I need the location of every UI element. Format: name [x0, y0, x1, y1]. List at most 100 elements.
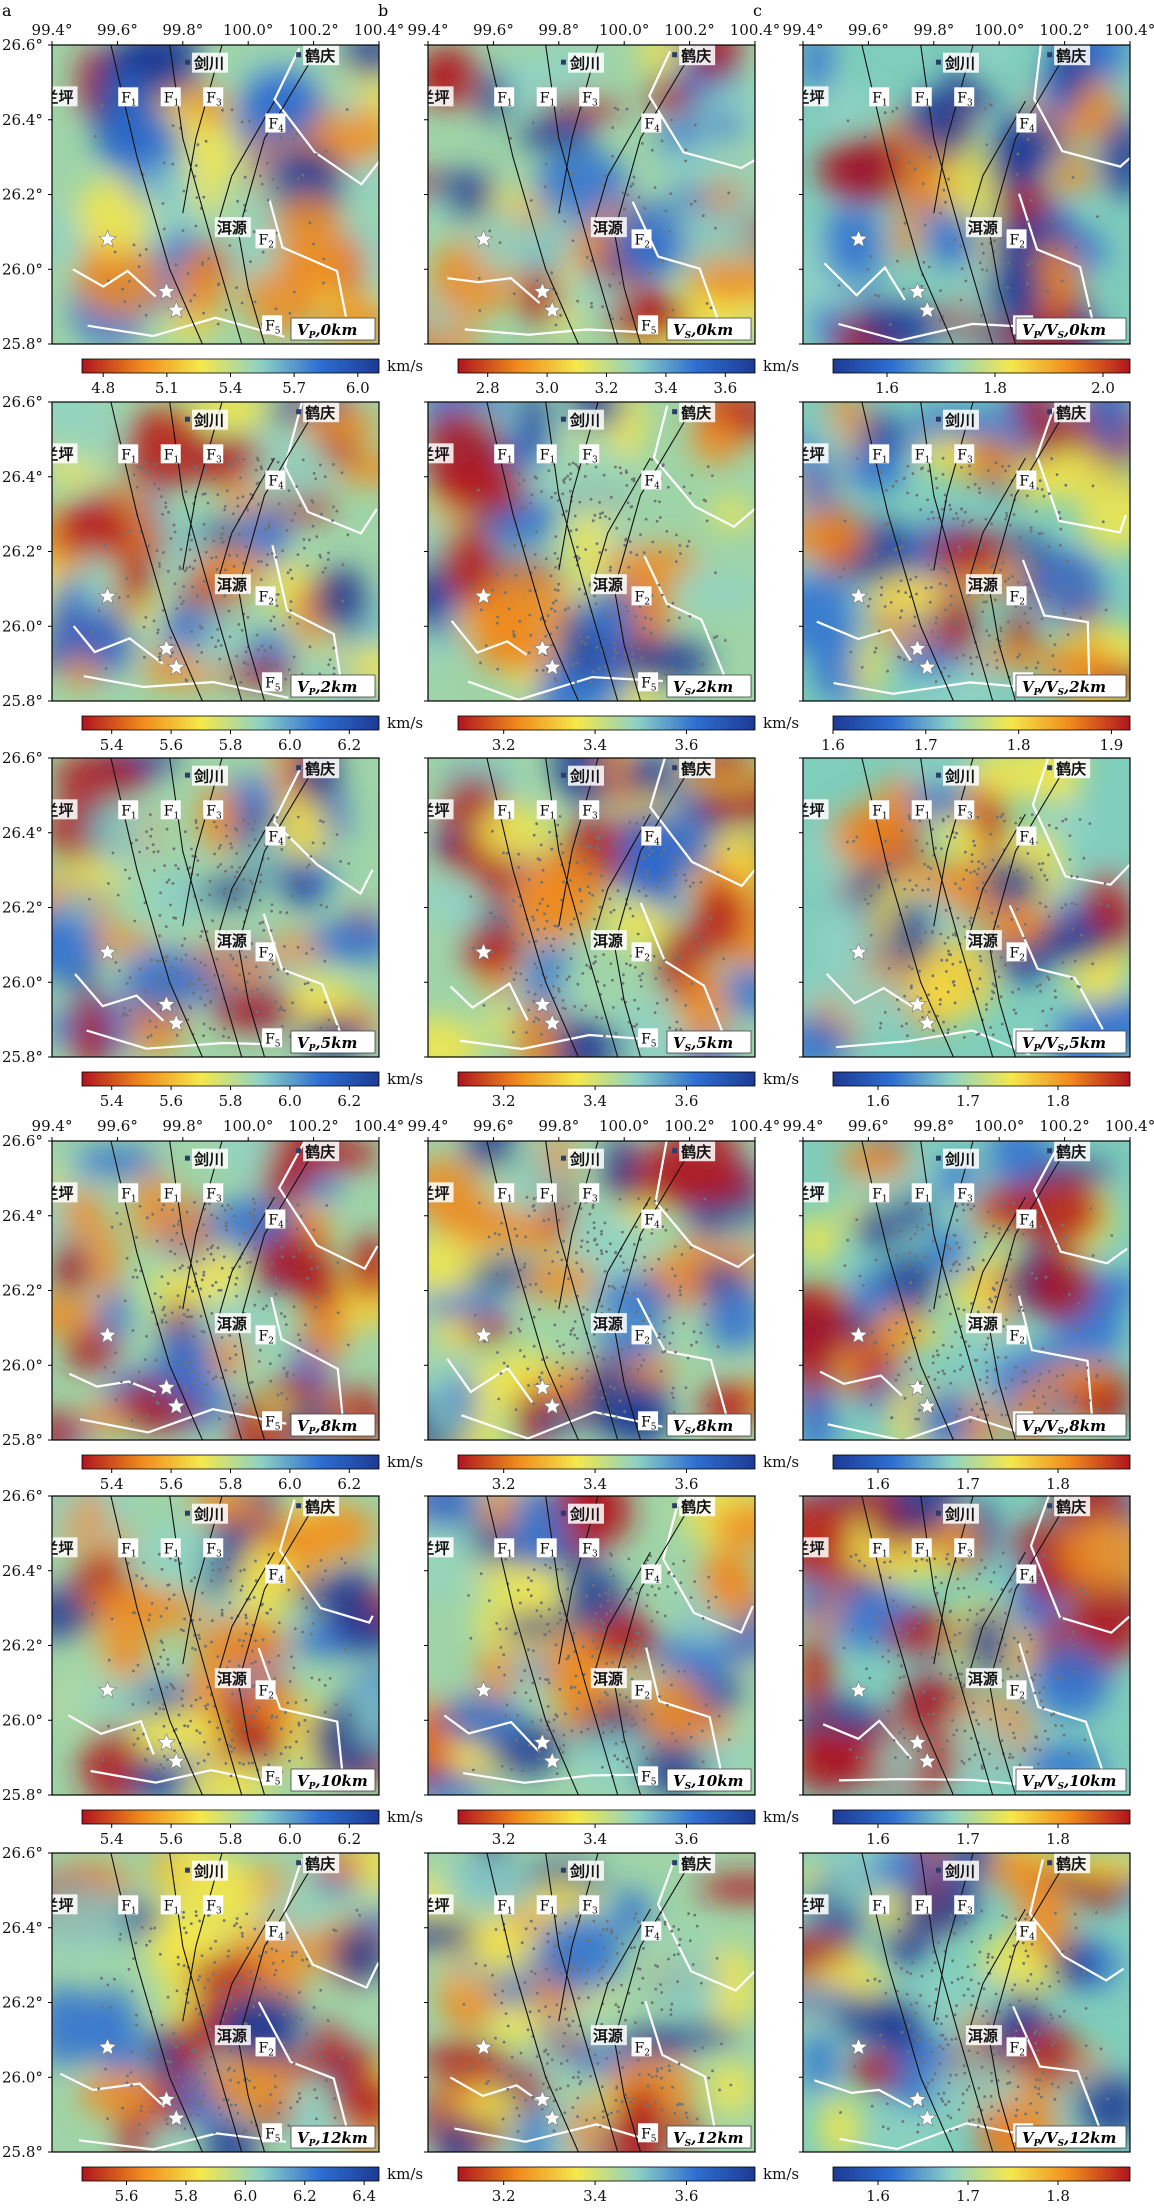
contour-line	[86, 1029, 278, 1050]
contour-line	[649, 758, 755, 888]
epicenter-star-icon	[533, 1732, 552, 1751]
contour-line	[79, 1408, 287, 1434]
colorbar-unit: km/s	[387, 2165, 423, 2183]
lon-tick-label: 99.6°	[97, 1117, 138, 1135]
contour-line	[278, 1499, 374, 1624]
contour-line	[67, 1714, 155, 1755]
lat-tick-label: 26.4°	[2, 111, 43, 129]
place-label: 鹤庆	[681, 47, 711, 65]
colorbar-tick-label: 1.8	[983, 379, 1007, 397]
colorbar	[457, 715, 756, 731]
colorbar-tick-label: 1.6	[866, 1092, 890, 1110]
place-label: 兰坪	[420, 1896, 450, 1914]
colorbar-tick-label: 5.4	[100, 1830, 124, 1848]
earthquake-dots	[839, 1908, 1110, 2135]
earthquake-dots	[846, 812, 1109, 1039]
lat-tick-label: 26.0°	[2, 1356, 43, 1374]
place-label: 剑川	[944, 768, 975, 786]
colorbar-tick-label: 3.4	[583, 1830, 607, 1848]
panel-depth-label: VP/VS,5km	[1022, 1034, 1106, 1054]
lon-tick-label: 99.6°	[97, 21, 138, 39]
place-label: 鹤庆	[305, 47, 335, 65]
colorbar-unit: km/s	[763, 1808, 799, 1826]
contour-line	[839, 2122, 1030, 2151]
colorbar-tick-label: 3.2	[492, 2187, 516, 2205]
epicenter-star-icon	[849, 586, 868, 605]
earthquake-dots	[837, 103, 1099, 326]
fault-line	[214, 813, 275, 946]
epicenter-star-icon	[917, 657, 937, 676]
contour-line	[443, 1714, 539, 1752]
lon-tick-label: 100.4°	[354, 21, 404, 39]
colorbar-tick-label: 6.0	[278, 736, 302, 754]
contour-line	[636, 1297, 730, 1423]
lon-tick-label: 100.2°	[664, 1117, 714, 1135]
colorbar-tick-label: 6.0	[278, 1830, 302, 1848]
epicenter-star-icon	[166, 657, 186, 676]
place-label: 洱源	[593, 576, 623, 594]
lon-tick-label: 100.0°	[974, 1117, 1024, 1135]
colorbar-unit: km/s	[763, 357, 799, 375]
colorbar-tick-label: 1.6	[866, 1475, 890, 1493]
colorbar-tick-label: 1.6	[866, 1830, 890, 1848]
lat-tick-label: 26.2°	[2, 899, 43, 917]
contour-line	[449, 2076, 538, 2101]
colorbar	[457, 2166, 756, 2182]
contour-line	[454, 2123, 650, 2143]
lon-tick-label: 100.2°	[1039, 1117, 1089, 1135]
place-label: 兰坪	[420, 445, 450, 463]
place-label: 鹤庆	[1056, 1143, 1086, 1161]
epicenter-star-icon	[98, 586, 117, 605]
fault-line	[558, 45, 599, 214]
fault-line	[590, 457, 651, 590]
place-label: 鹤庆	[305, 1855, 335, 1873]
colorbar	[832, 715, 1131, 731]
contour-line	[446, 1358, 534, 1403]
lon-tick-label: 99.6°	[473, 1117, 514, 1135]
lon-tick-label: 99.4°	[32, 1117, 73, 1135]
lon-tick-label: 99.6°	[848, 21, 889, 39]
contour-line	[449, 982, 529, 1021]
lon-tick-label: 99.4°	[408, 1117, 449, 1135]
earthquake-dots	[838, 456, 1108, 683]
colorbar-tick-label: 6.2	[337, 1830, 361, 1848]
place-label: 兰坪	[795, 1184, 825, 1202]
colorbar-tick-label: 1.7	[914, 736, 938, 754]
epicenter-star-icon	[849, 229, 868, 248]
colorbar-tick-label: 6.2	[293, 2187, 317, 2205]
panel-depth-label: VS,5km	[673, 1034, 733, 1054]
fault-line	[214, 1551, 275, 1684]
fault-line	[965, 1551, 1026, 1684]
contour-line	[1035, 407, 1127, 534]
place-label: 剑川	[569, 1863, 600, 1881]
place-label: 鹤庆	[1056, 404, 1086, 422]
epicenter-star-icon	[542, 1751, 562, 1770]
lat-tick-label: 26.6°	[2, 1132, 43, 1150]
epicenter-star-icon	[474, 2037, 493, 2056]
colorbar-tick-label: 5.8	[174, 2187, 198, 2205]
panel-letter-a: a	[2, 1, 12, 20]
panel-depth-label: VS,2km	[673, 678, 733, 698]
lat-tick-label: 26.2°	[2, 186, 43, 204]
contour-line	[283, 402, 378, 535]
colorbar	[81, 1071, 380, 1087]
contour-line	[272, 766, 374, 896]
contour-line	[78, 2132, 287, 2151]
colorbar	[457, 1809, 756, 1825]
contour-line	[825, 972, 913, 1008]
fault-line	[182, 402, 223, 571]
contour-line	[273, 47, 379, 186]
panel-depth-label: VP,2km	[297, 678, 357, 698]
epicenter-star-icon	[474, 229, 493, 248]
lat-tick-label: 26.4°	[2, 824, 43, 842]
colorbar-tick-label: 1.6	[875, 379, 899, 397]
place-label: 剑川	[193, 1151, 224, 1169]
colorbar-tick-label: 3.2	[492, 1475, 516, 1493]
contour-line	[1028, 1859, 1125, 1982]
colorbar-tick-label: 1.8	[1046, 1092, 1070, 1110]
place-label: 兰坪	[795, 445, 825, 463]
place-label: 洱源	[217, 1315, 247, 1333]
colorbar-tick-label: 5.6	[159, 1092, 183, 1110]
earthquake-dots	[843, 1198, 1114, 1423]
